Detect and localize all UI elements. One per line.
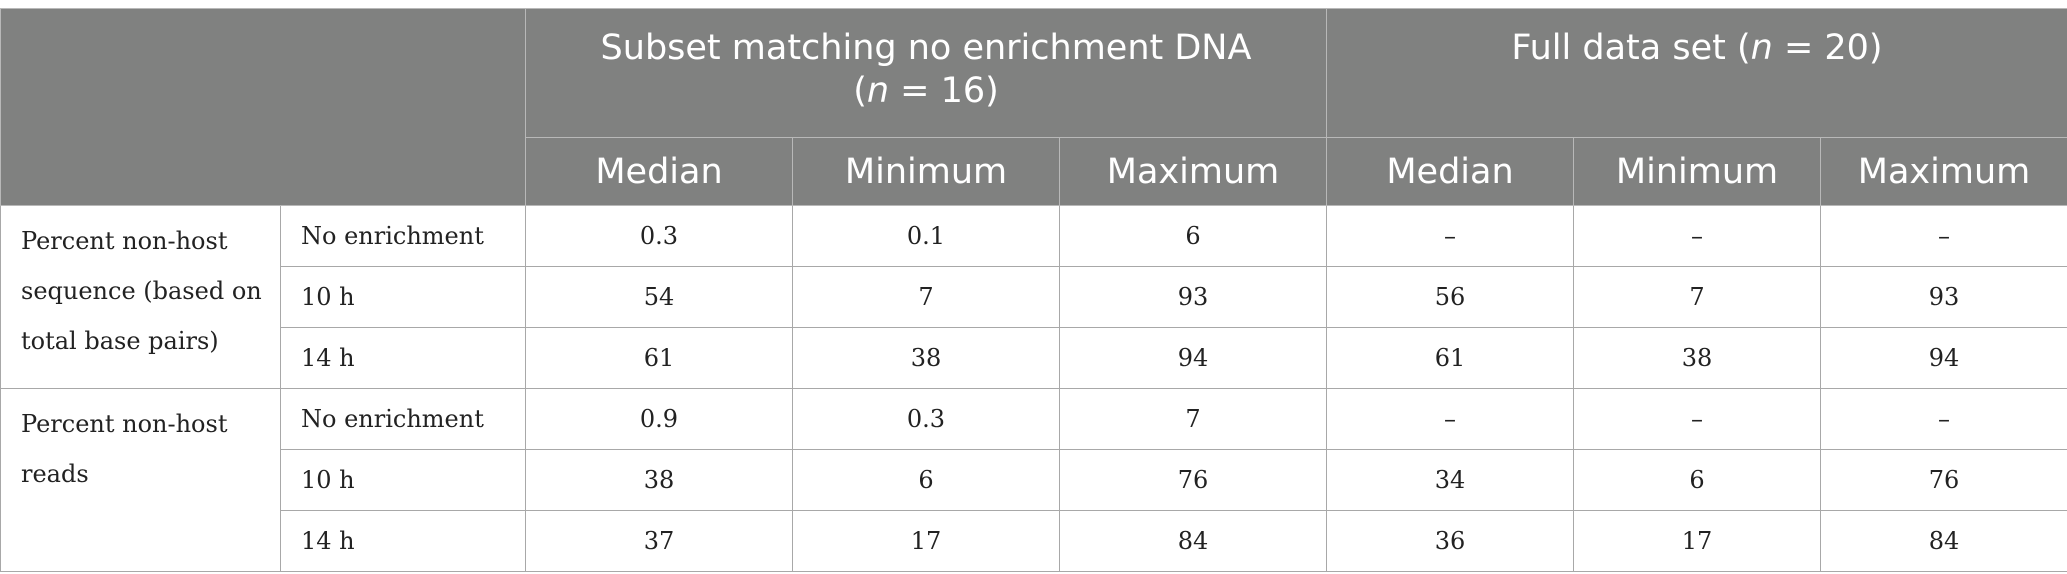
- header-group-row: Subset matching no enrichment DNA (n = 1…: [0, 8, 2067, 206]
- value-cell: 7: [1573, 266, 1821, 328]
- value-cell: 6: [792, 449, 1060, 511]
- value-cell: 38: [525, 449, 793, 511]
- table-body: Percent non-host sequence (based on tota…: [0, 205, 2067, 572]
- header-blank-cell: [0, 8, 526, 206]
- value-cell: 7: [1059, 388, 1327, 450]
- value-cell: 84: [1820, 510, 2067, 572]
- header-stat-row: Median Minimum Maximum Median Minimum Ma…: [1, 137, 2067, 206]
- col-header-subset-maximum: Maximum: [1059, 137, 1327, 206]
- value-cell: –: [1820, 205, 2067, 267]
- value-cell: 36: [1326, 510, 1574, 572]
- full-n-variable: n: [1750, 28, 1773, 68]
- col-header-subset-median: Median: [525, 137, 793, 206]
- value-cell: 34: [1326, 449, 1574, 511]
- value-cell: 94: [1820, 327, 2067, 389]
- value-cell: 76: [1059, 449, 1327, 511]
- table-header: Subset matching no enrichment DNA (n = 1…: [0, 8, 2067, 206]
- subset-n-variable: n: [866, 71, 890, 111]
- subset-group-header: Subset matching no enrichment DNA (n = 1…: [525, 8, 1327, 138]
- value-cell: 17: [1573, 510, 1821, 572]
- value-cell: –: [1573, 205, 1821, 267]
- value-cell: 6: [1059, 205, 1327, 267]
- table-row: 14 h 61 38 94 61 38 94: [1, 327, 2067, 389]
- condition-cell: 10 h: [280, 449, 526, 511]
- condition-cell: 10 h: [280, 266, 526, 328]
- value-cell: 76: [1820, 449, 2067, 511]
- value-cell: 93: [1820, 266, 2067, 328]
- table-row: 10 h 54 7 93 56 7 93: [1, 266, 2067, 328]
- value-cell: 38: [1573, 327, 1821, 389]
- condition-cell: 14 h: [280, 510, 526, 572]
- full-group-header: Full data set (n = 20): [1326, 8, 2067, 138]
- value-cell: 38: [792, 327, 1060, 389]
- col-header-full-maximum: Maximum: [1820, 137, 2067, 206]
- metric-label-reads: Percent non-host reads: [0, 388, 281, 572]
- table-row: Percent non-host reads No enrichment 0.9…: [0, 388, 2067, 572]
- value-cell: 0.3: [525, 205, 793, 267]
- table-row: Percent non-host sequence (based on tota…: [0, 205, 2067, 389]
- full-title: Full data set (: [1511, 28, 1751, 68]
- table-row: 14 h 37 17 84 36 17 84: [1, 510, 2067, 572]
- value-cell: 17: [792, 510, 1060, 572]
- condition-cell: 14 h: [280, 327, 526, 389]
- value-cell: 7: [792, 266, 1060, 328]
- col-header-full-minimum: Minimum: [1573, 137, 1821, 206]
- value-cell: 84: [1059, 510, 1327, 572]
- condition-cell: No enrichment: [280, 205, 526, 267]
- value-cell: 37: [525, 510, 793, 572]
- col-header-full-median: Median: [1326, 137, 1574, 206]
- value-cell: 56: [1326, 266, 1574, 328]
- value-cell: 94: [1059, 327, 1327, 389]
- subset-n-value: = 16): [889, 71, 999, 111]
- value-cell: –: [1573, 388, 1821, 450]
- value-cell: –: [1326, 205, 1574, 267]
- condition-cell: No enrichment: [280, 388, 526, 450]
- full-n-value: = 20): [1772, 28, 1883, 68]
- subset-n-open: (: [853, 71, 867, 111]
- value-cell: 6: [1573, 449, 1821, 511]
- value-cell: 0.3: [792, 388, 1060, 450]
- table-row: 10 h 38 6 76 34 6 76: [1, 449, 2067, 511]
- value-cell: –: [1326, 388, 1574, 450]
- value-cell: 0.9: [525, 388, 793, 450]
- value-cell: 54: [525, 266, 793, 328]
- value-cell: 61: [525, 327, 793, 389]
- subset-title: Subset matching no enrichment DNA: [600, 28, 1252, 68]
- value-cell: 93: [1059, 266, 1327, 328]
- metric-label-sequence: Percent non-host sequence (based on tota…: [0, 205, 281, 389]
- col-header-subset-minimum: Minimum: [792, 137, 1060, 206]
- value-cell: 0.1: [792, 205, 1060, 267]
- value-cell: 61: [1326, 327, 1574, 389]
- value-cell: –: [1820, 388, 2067, 450]
- results-table: Subset matching no enrichment DNA (n = 1…: [0, 8, 2067, 572]
